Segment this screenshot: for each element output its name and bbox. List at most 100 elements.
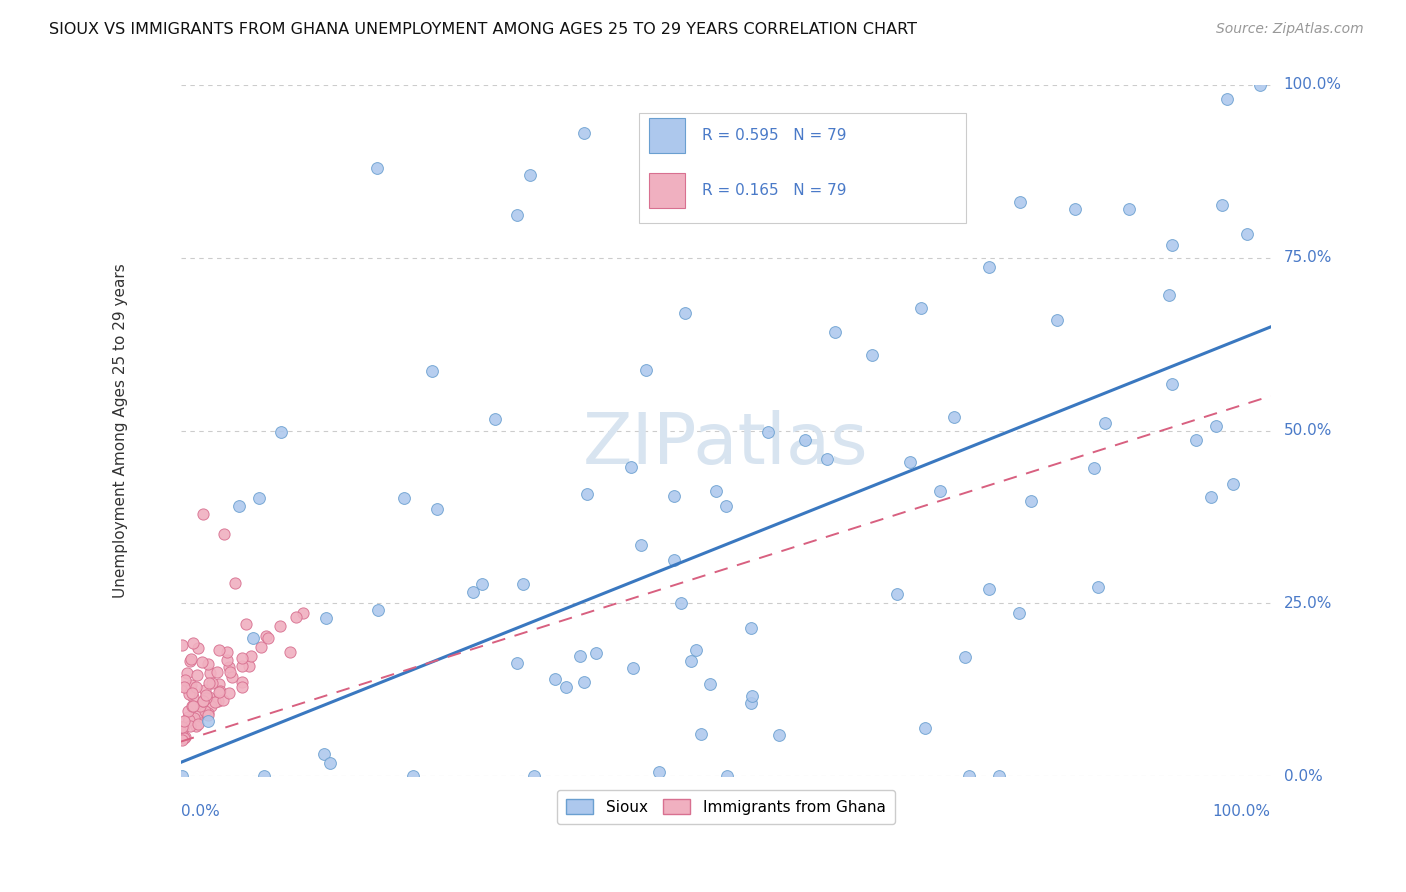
Point [173,731,195,746]
Point [392,491,415,505]
Point [987,769,1010,783]
Point [740,621,762,635]
Point [184,680,207,694]
Point [247,491,270,505]
FancyBboxPatch shape [650,118,686,153]
Point [191,507,214,521]
Point [235,617,257,632]
Point [1046,313,1069,327]
Point [208,683,231,698]
Point [824,325,846,339]
Point [568,648,591,663]
Point [173,714,195,728]
Point [238,659,260,673]
Point [177,687,200,701]
Point [172,721,194,735]
Point [201,676,224,690]
Point [704,483,727,498]
Point [1008,195,1031,210]
Point [224,575,246,590]
Point [179,680,201,694]
Point [180,698,202,713]
Point [675,306,697,320]
Point [177,714,200,728]
Point [898,454,921,468]
Point [174,673,197,687]
Point [1094,416,1116,430]
Point [1205,418,1227,433]
Text: ZIPatlas: ZIPatlas [583,410,869,479]
Point [463,584,485,599]
Point [218,685,240,699]
Point [471,577,494,591]
Point [194,691,217,706]
Point [910,301,932,315]
Point [191,694,214,708]
Point [1083,461,1105,475]
Point [664,552,686,566]
Point [741,689,763,703]
Point [184,719,207,733]
Text: 50.0%: 50.0% [1284,423,1331,438]
Point [315,611,337,625]
Point [186,717,208,731]
Point [179,654,201,668]
Point [207,694,229,708]
Point [914,721,936,735]
Text: 0.0%: 0.0% [1284,769,1323,784]
Point [928,484,950,499]
Point [367,602,389,616]
Point [1063,202,1085,217]
Point [231,681,253,695]
Point [1249,78,1271,92]
Point [193,694,215,708]
Point [197,708,219,723]
Point [716,769,738,783]
Point [662,489,685,503]
Point [420,363,443,377]
Point [793,433,815,447]
Point [714,499,737,513]
FancyBboxPatch shape [638,112,966,223]
Point [221,670,243,684]
Point [177,710,200,724]
Point [180,652,202,666]
Text: 25.0%: 25.0% [1284,596,1331,611]
Point [208,676,231,690]
Point [186,667,208,681]
Point [506,657,529,671]
Point [1087,580,1109,594]
Point [187,640,209,655]
Legend: Sioux, Immigrants from Ghana: Sioux, Immigrants from Ghana [557,790,894,824]
Point [179,719,201,733]
Point [1211,198,1233,212]
Point [1216,92,1239,106]
Point [242,631,264,645]
Point [257,631,280,645]
Point [506,208,529,222]
Point [177,704,200,718]
Point [977,582,1000,596]
Point [512,576,534,591]
Point [253,769,276,783]
Point [1161,377,1184,392]
Point [690,726,713,740]
Point [284,610,307,624]
Point [574,674,596,689]
Point [172,731,194,746]
Point [214,527,236,541]
Point [205,665,228,680]
Point [291,606,314,620]
Text: R = 0.165   N = 79: R = 0.165 N = 79 [702,183,846,198]
Point [269,619,291,633]
Text: Source: ZipAtlas.com: Source: ZipAtlas.com [1216,22,1364,37]
Point [647,765,669,780]
Point [249,640,271,654]
Point [176,681,198,695]
Point [943,409,966,424]
Text: 100.0%: 100.0% [1213,804,1271,819]
Point [699,677,721,691]
Point [634,363,657,377]
Point [254,629,277,643]
Point [173,719,195,733]
